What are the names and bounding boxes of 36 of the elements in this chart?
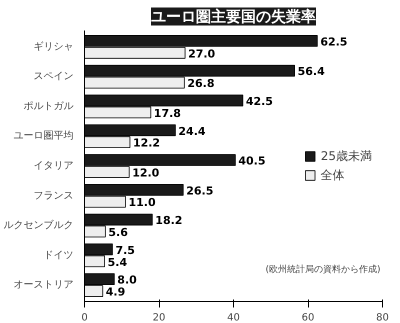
data-label: 7.5 [115, 244, 135, 257]
annotation: (欧州統計局の資料から作成) [265, 264, 381, 276]
data-label: 62.5 [320, 35, 348, 48]
data-label: 8.0 [117, 274, 138, 287]
x-tick-label: 40 [227, 312, 240, 323]
y-tick-label: スペイン [34, 71, 74, 82]
data-label: 42.5 [246, 94, 273, 108]
legend-label: 全体 [320, 166, 345, 184]
data-label: 18.2 [155, 214, 182, 228]
y-tick-label: ユーロ圏平均 [14, 130, 74, 142]
y-tick-label: フランス [34, 190, 74, 202]
x-tick-label: 80 [376, 312, 389, 323]
data-label: 12.0 [132, 166, 160, 180]
x-tick-label: 60 [302, 312, 314, 323]
data-label: 5.4 [108, 256, 128, 269]
y-tick-label: ドイツ [44, 250, 74, 261]
data-label: 24.4 [178, 124, 206, 138]
x-tick-label: 0 [81, 312, 88, 323]
data-label: 17.8 [154, 106, 181, 120]
y-tick-label: ポルトガル [24, 100, 74, 112]
data-label: 4.9 [106, 286, 126, 299]
data-label: 5.6 [108, 226, 128, 240]
data-label: 26.5 [186, 184, 214, 198]
y-tick-label: ルクセンブルク [4, 219, 74, 232]
y-tick-label: イタリア [34, 160, 74, 172]
data-label: 11.0 [128, 196, 156, 210]
data-label: 12.2 [132, 136, 160, 150]
legend-label: 25歳未満 [320, 148, 372, 164]
y-tick-label: ギリシャ [34, 40, 74, 52]
x-tick-label: 20 [152, 312, 166, 323]
data-label: 27.0 [188, 47, 216, 60]
data-label: 40.5 [238, 154, 266, 168]
chart-title: ユーロ圏主要国の失業率 [151, 8, 316, 26]
data-label: 56.4 [298, 65, 326, 78]
y-tick-label: オーストリア [14, 280, 74, 291]
data-label: 26.8 [187, 77, 214, 90]
